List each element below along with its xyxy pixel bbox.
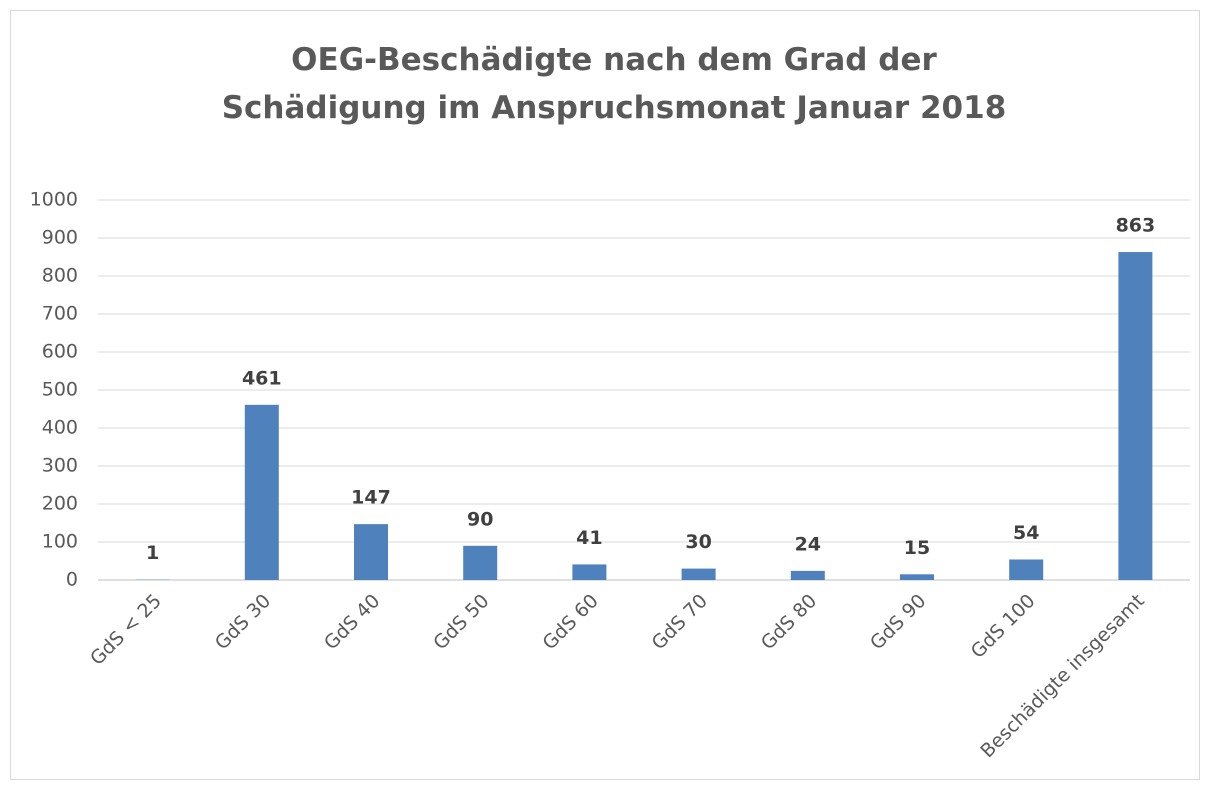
bar xyxy=(900,574,934,580)
y-tick-label: 1000 xyxy=(30,189,78,211)
x-tick-label: GdS 50 xyxy=(429,590,493,654)
bar xyxy=(1118,252,1153,580)
value-label: 15 xyxy=(904,537,930,559)
y-tick-label: 300 xyxy=(42,455,78,477)
value-label: 54 xyxy=(1013,522,1039,544)
bar xyxy=(244,404,279,580)
value-label: 147 xyxy=(351,487,391,509)
x-tick-label: GdS 30 xyxy=(211,590,275,654)
x-tick-label: GdS 80 xyxy=(757,590,821,654)
y-tick-label: 200 xyxy=(42,493,78,515)
chart-frame xyxy=(10,10,1200,780)
x-tick-label: GdS 60 xyxy=(538,590,602,654)
x-tick-label: GdS 40 xyxy=(320,590,384,654)
y-tick-label: 500 xyxy=(42,379,78,401)
bar xyxy=(790,570,825,580)
bar xyxy=(572,564,607,580)
value-label: 461 xyxy=(242,367,282,389)
y-tick-label: 900 xyxy=(42,227,78,249)
x-tick-label: GdS < 25 xyxy=(86,590,166,670)
chart-title: OEG-Beschädigte nach dem Grad der Schädi… xyxy=(221,42,1007,126)
value-label: 41 xyxy=(576,527,602,549)
y-tick-label: 400 xyxy=(42,417,78,439)
x-tick-label: GdS 70 xyxy=(648,590,712,654)
value-label: 1 xyxy=(146,542,159,564)
x-tick-label: GdS 100 xyxy=(967,590,1040,663)
value-label: 863 xyxy=(1116,215,1156,237)
bar xyxy=(463,545,498,580)
value-label: 90 xyxy=(467,508,493,530)
y-tick-label: 100 xyxy=(42,531,78,553)
y-tick-label: 0 xyxy=(66,569,78,591)
x-tick-label: GdS 90 xyxy=(866,590,930,654)
value-label: 24 xyxy=(795,533,821,555)
value-label: 30 xyxy=(685,531,711,553)
y-tick-label: 800 xyxy=(42,265,78,287)
y-tick-label: 600 xyxy=(42,341,78,363)
bar xyxy=(681,568,716,580)
bar xyxy=(354,524,388,580)
bar xyxy=(1009,559,1044,580)
y-tick-label: 700 xyxy=(42,303,78,325)
